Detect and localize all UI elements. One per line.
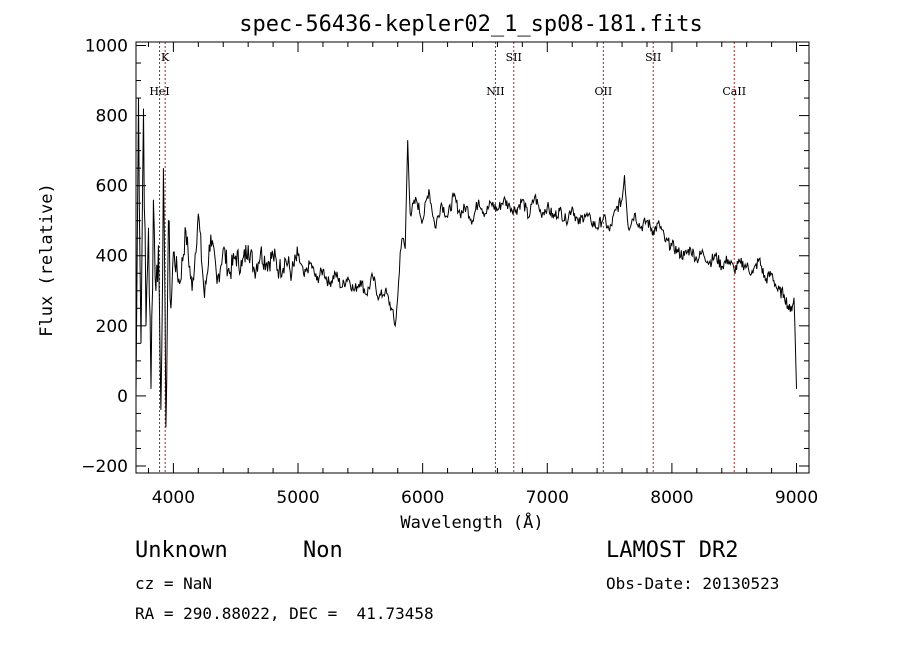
y-axis-label: Flux (relative) bbox=[37, 183, 57, 337]
object-subclass: Non bbox=[303, 538, 343, 563]
y-tick-label: −200 bbox=[81, 457, 128, 477]
spectral-line-markers: K HeI NII SII OII SII CaII bbox=[149, 42, 746, 473]
x-tick-label: 4000 bbox=[152, 488, 195, 508]
x-axis: 4000 5000 6000 7000 8000 9000 bbox=[147, 42, 818, 508]
spectral-line-label: SII bbox=[645, 51, 661, 64]
spectral-line-label: CaII bbox=[722, 85, 746, 98]
x-axis-label: Wavelength (Å) bbox=[400, 511, 543, 533]
object-class: Unknown bbox=[135, 538, 228, 563]
spectrum-series-line bbox=[135, 98, 797, 428]
x-tick-label: 8000 bbox=[650, 488, 693, 508]
y-tick-label: 800 bbox=[96, 107, 128, 127]
x-tick-label: 7000 bbox=[526, 488, 569, 508]
y-tick-label: 1000 bbox=[85, 37, 128, 57]
survey-name: LAMOST DR2 bbox=[606, 538, 739, 563]
y-tick-label: 200 bbox=[96, 317, 128, 337]
observation-date: Obs-Date: 20130523 bbox=[606, 574, 780, 593]
x-tick-label: 6000 bbox=[401, 488, 444, 508]
spectral-line-label: K bbox=[161, 51, 170, 64]
x-tick-label: 9000 bbox=[775, 488, 818, 508]
y-tick-label: 600 bbox=[96, 177, 128, 197]
spectral-line-label: NII bbox=[486, 85, 504, 98]
y-tick-label: 0 bbox=[117, 387, 128, 407]
y-axis: −200 0 200 400 600 800 1000 bbox=[81, 37, 809, 477]
x-tick-label: 5000 bbox=[276, 488, 319, 508]
redshift-value: cz = NaN bbox=[135, 574, 213, 593]
coordinates: RA = 290.88022, DEC = 41.73458 bbox=[135, 604, 434, 623]
chart-title: spec-56436-kepler02_1_sp08-181.fits bbox=[239, 12, 703, 37]
y-tick-label: 400 bbox=[96, 247, 128, 267]
spectral-line-label: OII bbox=[595, 85, 613, 98]
spectral-line-label: HeI bbox=[149, 85, 169, 98]
spectral-line-label: SII bbox=[506, 51, 522, 64]
